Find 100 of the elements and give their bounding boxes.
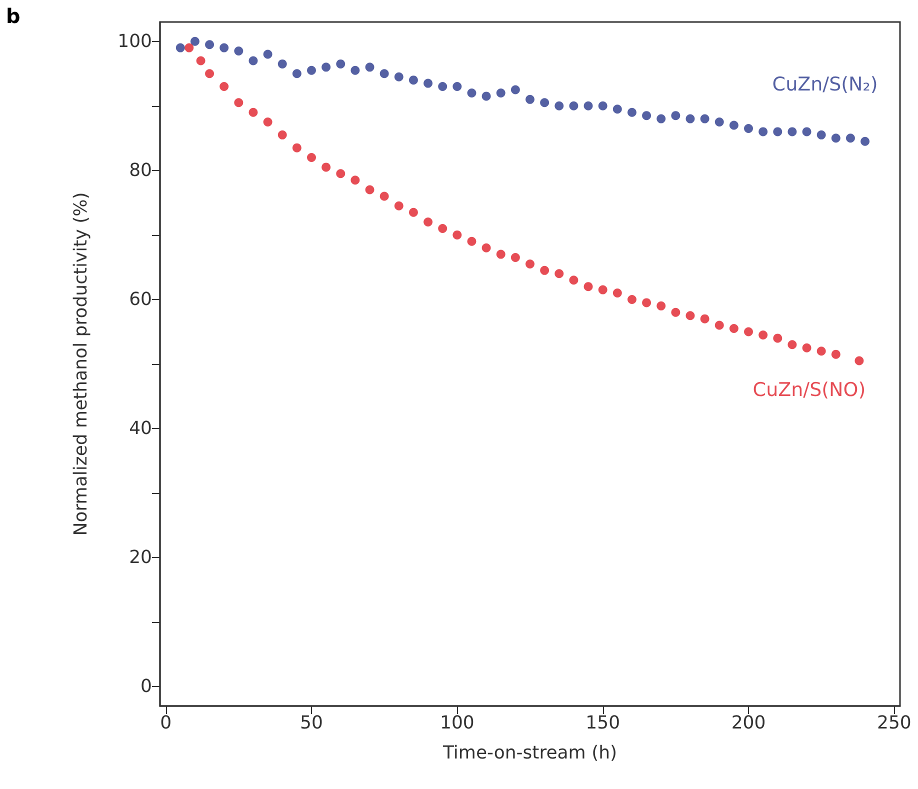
- point: [714, 118, 724, 127]
- point: [686, 311, 695, 320]
- y-tick-label: 100: [118, 30, 152, 52]
- point: [569, 276, 578, 285]
- point: [526, 259, 534, 268]
- point: [744, 124, 754, 133]
- point: [569, 101, 578, 110]
- text: b: [6, 4, 20, 28]
- point: [510, 85, 520, 94]
- point: [467, 236, 476, 246]
- point: [408, 76, 418, 85]
- point: [380, 192, 389, 201]
- point: [424, 78, 433, 88]
- point: [190, 36, 200, 46]
- point: [700, 314, 710, 324]
- y-tick-label: 40: [129, 418, 152, 440]
- point: [196, 56, 206, 66]
- y-tick-label: 20: [129, 547, 152, 568]
- point: [860, 136, 870, 146]
- point: [424, 218, 433, 227]
- point: [380, 69, 389, 78]
- y-tick-label: 60: [129, 288, 152, 310]
- y-tick-label: 80: [129, 160, 152, 181]
- point: [307, 153, 316, 162]
- point: [744, 327, 754, 336]
- point: [365, 185, 374, 194]
- point: [248, 108, 258, 117]
- point: [365, 62, 374, 72]
- point: [598, 285, 608, 294]
- point: [788, 340, 797, 350]
- point: [452, 230, 462, 240]
- point: [612, 288, 622, 298]
- point: [220, 43, 229, 52]
- point: [496, 250, 506, 259]
- point: [773, 334, 782, 343]
- point: [248, 56, 258, 66]
- point: [234, 46, 244, 56]
- point: [584, 282, 593, 292]
- x-tick-label: 100: [440, 712, 474, 734]
- point: [263, 50, 272, 59]
- point: [554, 101, 564, 110]
- point: [292, 143, 302, 152]
- point: [584, 101, 593, 110]
- point: [831, 134, 840, 143]
- point: [729, 120, 738, 130]
- point: [788, 127, 797, 136]
- x-tick-label: 0: [160, 712, 172, 734]
- point: [540, 266, 550, 275]
- point: [205, 40, 214, 50]
- point: [336, 169, 346, 178]
- point: [714, 320, 724, 330]
- point: [482, 243, 491, 252]
- point: [758, 127, 768, 136]
- point: [322, 162, 331, 172]
- point: [729, 324, 738, 334]
- point: [816, 346, 826, 356]
- point: [408, 208, 418, 217]
- x-tick-label: 200: [731, 712, 766, 734]
- point: [802, 343, 812, 352]
- point: [394, 72, 404, 82]
- point: [322, 62, 331, 72]
- point: [854, 356, 864, 366]
- point: [496, 88, 506, 98]
- point: [278, 59, 287, 68]
- point: [773, 127, 782, 136]
- point: [540, 98, 550, 108]
- point: [184, 43, 194, 52]
- point: [526, 94, 534, 104]
- point: [831, 350, 840, 359]
- point: [671, 111, 680, 120]
- point: [263, 118, 272, 127]
- point: [816, 130, 826, 140]
- point: [438, 224, 448, 233]
- series-label: CuZn/S(NO): [752, 378, 866, 401]
- point: [510, 253, 520, 262]
- point: [802, 127, 812, 136]
- point: [394, 201, 404, 210]
- x-axis-title: Time-on-stream (h): [442, 742, 618, 764]
- series-label: CuZn/S(N₂): [772, 73, 878, 96]
- point: [205, 69, 214, 78]
- point: [350, 66, 360, 75]
- point: [656, 114, 666, 124]
- y-tick-label: 0: [140, 676, 152, 698]
- point: [598, 101, 608, 110]
- point: [642, 298, 652, 308]
- x-tick-label: 50: [300, 712, 323, 734]
- point: [292, 69, 302, 78]
- point: [482, 92, 491, 101]
- point: [686, 114, 695, 124]
- x-tick-label: 150: [586, 712, 620, 734]
- point: [671, 308, 680, 317]
- point: [350, 176, 360, 185]
- point: [846, 134, 855, 143]
- point: [278, 130, 287, 140]
- point: [554, 269, 564, 278]
- point: [627, 294, 636, 304]
- point: [627, 108, 636, 117]
- point: [700, 114, 710, 124]
- point: [307, 66, 316, 75]
- point: [656, 301, 666, 310]
